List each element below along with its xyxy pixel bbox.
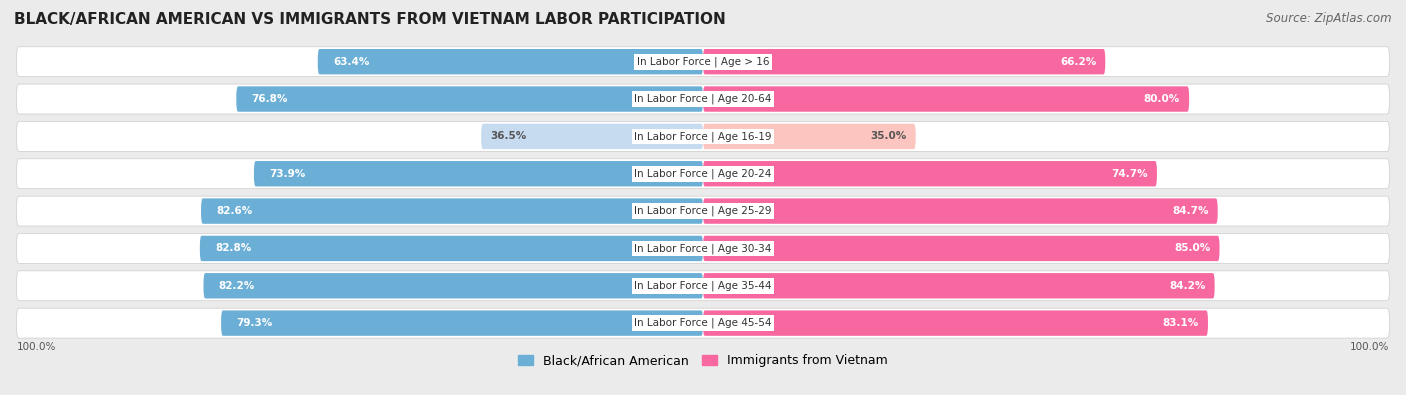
FancyBboxPatch shape (703, 273, 1215, 299)
Text: 73.9%: 73.9% (269, 169, 305, 179)
Text: 74.7%: 74.7% (1111, 169, 1147, 179)
FancyBboxPatch shape (204, 273, 703, 299)
Text: 63.4%: 63.4% (333, 57, 370, 67)
Text: 84.2%: 84.2% (1170, 281, 1205, 291)
FancyBboxPatch shape (254, 161, 703, 186)
Text: Source: ZipAtlas.com: Source: ZipAtlas.com (1267, 12, 1392, 25)
FancyBboxPatch shape (17, 159, 1389, 189)
FancyBboxPatch shape (17, 121, 1389, 151)
Text: 36.5%: 36.5% (491, 132, 527, 141)
FancyBboxPatch shape (703, 198, 1218, 224)
FancyBboxPatch shape (703, 87, 1189, 112)
Text: 83.1%: 83.1% (1163, 318, 1199, 328)
Text: 76.8%: 76.8% (252, 94, 288, 104)
FancyBboxPatch shape (17, 196, 1389, 226)
Text: 82.2%: 82.2% (219, 281, 254, 291)
Text: In Labor Force | Age 20-64: In Labor Force | Age 20-64 (634, 94, 772, 104)
Text: 79.3%: 79.3% (236, 318, 273, 328)
FancyBboxPatch shape (17, 271, 1389, 301)
FancyBboxPatch shape (17, 233, 1389, 263)
Text: BLACK/AFRICAN AMERICAN VS IMMIGRANTS FROM VIETNAM LABOR PARTICIPATION: BLACK/AFRICAN AMERICAN VS IMMIGRANTS FRO… (14, 12, 725, 27)
Text: 100.0%: 100.0% (17, 342, 56, 352)
Text: 82.8%: 82.8% (215, 243, 252, 254)
Text: 84.7%: 84.7% (1173, 206, 1209, 216)
FancyBboxPatch shape (481, 124, 703, 149)
Text: 35.0%: 35.0% (870, 132, 907, 141)
Text: 85.0%: 85.0% (1174, 243, 1211, 254)
FancyBboxPatch shape (703, 310, 1208, 336)
Text: 100.0%: 100.0% (1350, 342, 1389, 352)
FancyBboxPatch shape (703, 161, 1157, 186)
FancyBboxPatch shape (236, 87, 703, 112)
FancyBboxPatch shape (703, 49, 1105, 74)
Text: In Labor Force | Age 25-29: In Labor Force | Age 25-29 (634, 206, 772, 216)
Text: In Labor Force | Age 16-19: In Labor Force | Age 16-19 (634, 131, 772, 142)
FancyBboxPatch shape (703, 236, 1219, 261)
FancyBboxPatch shape (201, 198, 703, 224)
Text: In Labor Force | Age 20-24: In Labor Force | Age 20-24 (634, 169, 772, 179)
FancyBboxPatch shape (221, 310, 703, 336)
Text: 80.0%: 80.0% (1143, 94, 1180, 104)
Text: 66.2%: 66.2% (1060, 57, 1097, 67)
Text: In Labor Force | Age > 16: In Labor Force | Age > 16 (637, 56, 769, 67)
FancyBboxPatch shape (703, 124, 915, 149)
FancyBboxPatch shape (318, 49, 703, 74)
Text: In Labor Force | Age 30-34: In Labor Force | Age 30-34 (634, 243, 772, 254)
FancyBboxPatch shape (17, 308, 1389, 338)
FancyBboxPatch shape (200, 236, 703, 261)
FancyBboxPatch shape (17, 47, 1389, 77)
Text: In Labor Force | Age 45-54: In Labor Force | Age 45-54 (634, 318, 772, 328)
Text: In Labor Force | Age 35-44: In Labor Force | Age 35-44 (634, 280, 772, 291)
FancyBboxPatch shape (17, 84, 1389, 114)
Text: 82.6%: 82.6% (217, 206, 253, 216)
Legend: Black/African American, Immigrants from Vietnam: Black/African American, Immigrants from … (513, 350, 893, 372)
